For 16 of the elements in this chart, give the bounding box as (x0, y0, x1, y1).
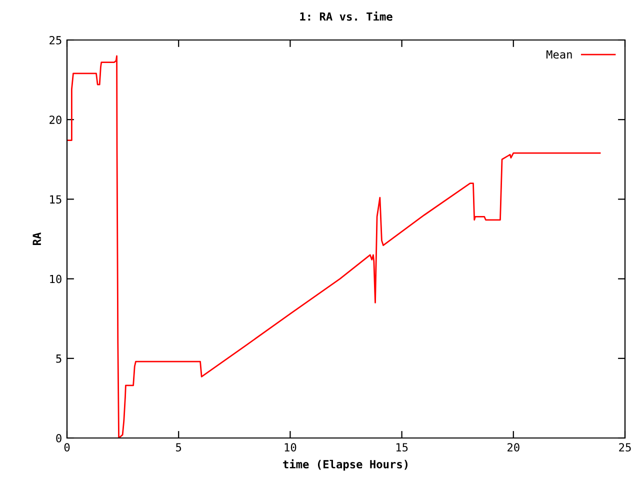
x-tick-label: 20 (508, 443, 520, 452)
y-tick-label: 15 (50, 195, 62, 204)
y-tick-label: 5 (56, 354, 62, 363)
y-axis-title: RA (32, 232, 41, 245)
y-tick-label: 0 (56, 434, 62, 442)
x-tick-label: 15 (396, 443, 408, 452)
x-tick-label: 25 (619, 443, 631, 452)
legend-label: Mean (546, 50, 572, 59)
x-axis-title: time (Elapse Hours) (283, 459, 408, 471)
y-tick-label: 25 (50, 36, 62, 44)
chart-title: 1: RA vs. Time (300, 12, 392, 21)
y-tick-label: 10 (50, 274, 62, 284)
x-tick-label: 10 (284, 443, 296, 452)
y-tick-label: 20 (50, 116, 62, 124)
x-tick-label: 0 (64, 443, 70, 452)
x-tick-label: 5 (176, 443, 182, 452)
